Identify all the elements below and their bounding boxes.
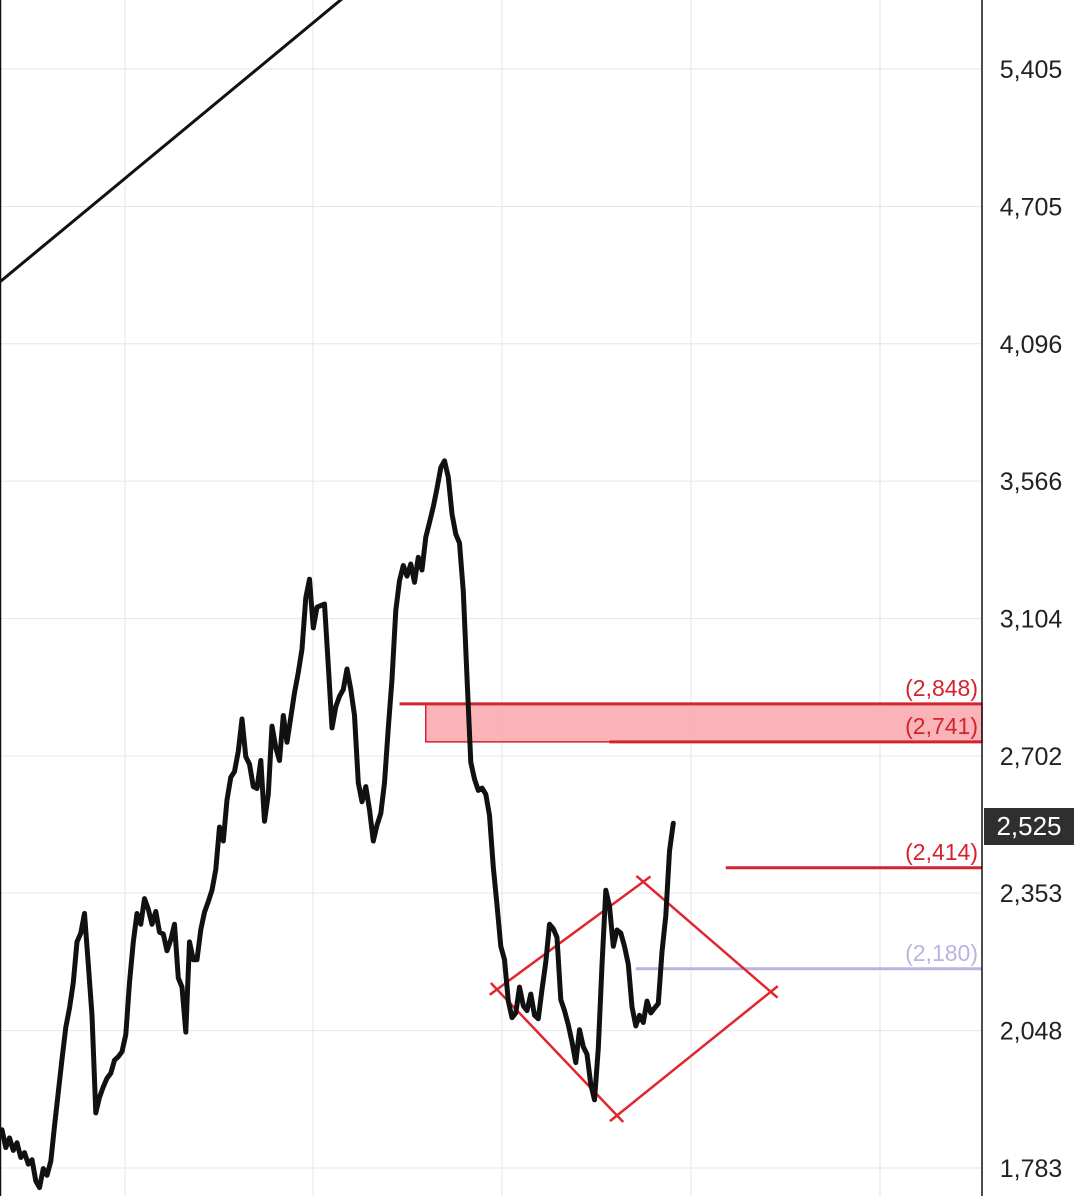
current-price-badge-bg bbox=[984, 808, 1074, 845]
level-label: (2,414) bbox=[905, 839, 978, 865]
y-tick-label: 4,096 bbox=[1000, 331, 1063, 359]
horizontal-gridlines bbox=[0, 68, 982, 1169]
level-label: (2,180) bbox=[905, 940, 978, 966]
diamond-side bbox=[609, 985, 779, 1123]
price-series bbox=[0, 458, 676, 1191]
diamond-side bbox=[489, 875, 652, 996]
y-tick-label: 2,048 bbox=[1000, 1018, 1063, 1046]
diamond-pattern bbox=[489, 874, 779, 1123]
price-axis-labels: 5,405 4,705 4,096 3,566 3,104 2,702 2,353 2,048… bbox=[1000, 56, 1063, 1183]
zone-rect bbox=[425, 703, 983, 743]
y-tick-label: 4,705 bbox=[1000, 193, 1063, 221]
level-labels: (2,848) (2,741) (2,414) (2,180) bbox=[905, 675, 978, 966]
level-label: (2,741) bbox=[905, 713, 978, 739]
level-label: (2,848) bbox=[905, 675, 978, 701]
y-tick-label: 5,405 bbox=[1000, 56, 1063, 84]
diamond-side bbox=[489, 982, 625, 1123]
vertical-gridlines bbox=[124, 0, 881, 1196]
y-tick-label: 1,783 bbox=[1000, 1155, 1063, 1183]
level-lines bbox=[399, 702, 982, 971]
current-price-label: 2,525 bbox=[996, 811, 1061, 841]
diamond-side bbox=[635, 874, 779, 999]
y-tick-label: 3,566 bbox=[1000, 468, 1063, 496]
current-price-badge: 2,525 bbox=[984, 808, 1074, 845]
y-tick-label: 3,104 bbox=[1000, 606, 1063, 634]
resistance-zone bbox=[425, 703, 983, 743]
y-tick-label: 2,702 bbox=[1000, 743, 1063, 771]
price-line bbox=[0, 458, 676, 1191]
trendline bbox=[0, 0, 343, 284]
y-tick-label: 2,353 bbox=[1000, 880, 1063, 908]
trendline-segment bbox=[0, 0, 343, 284]
